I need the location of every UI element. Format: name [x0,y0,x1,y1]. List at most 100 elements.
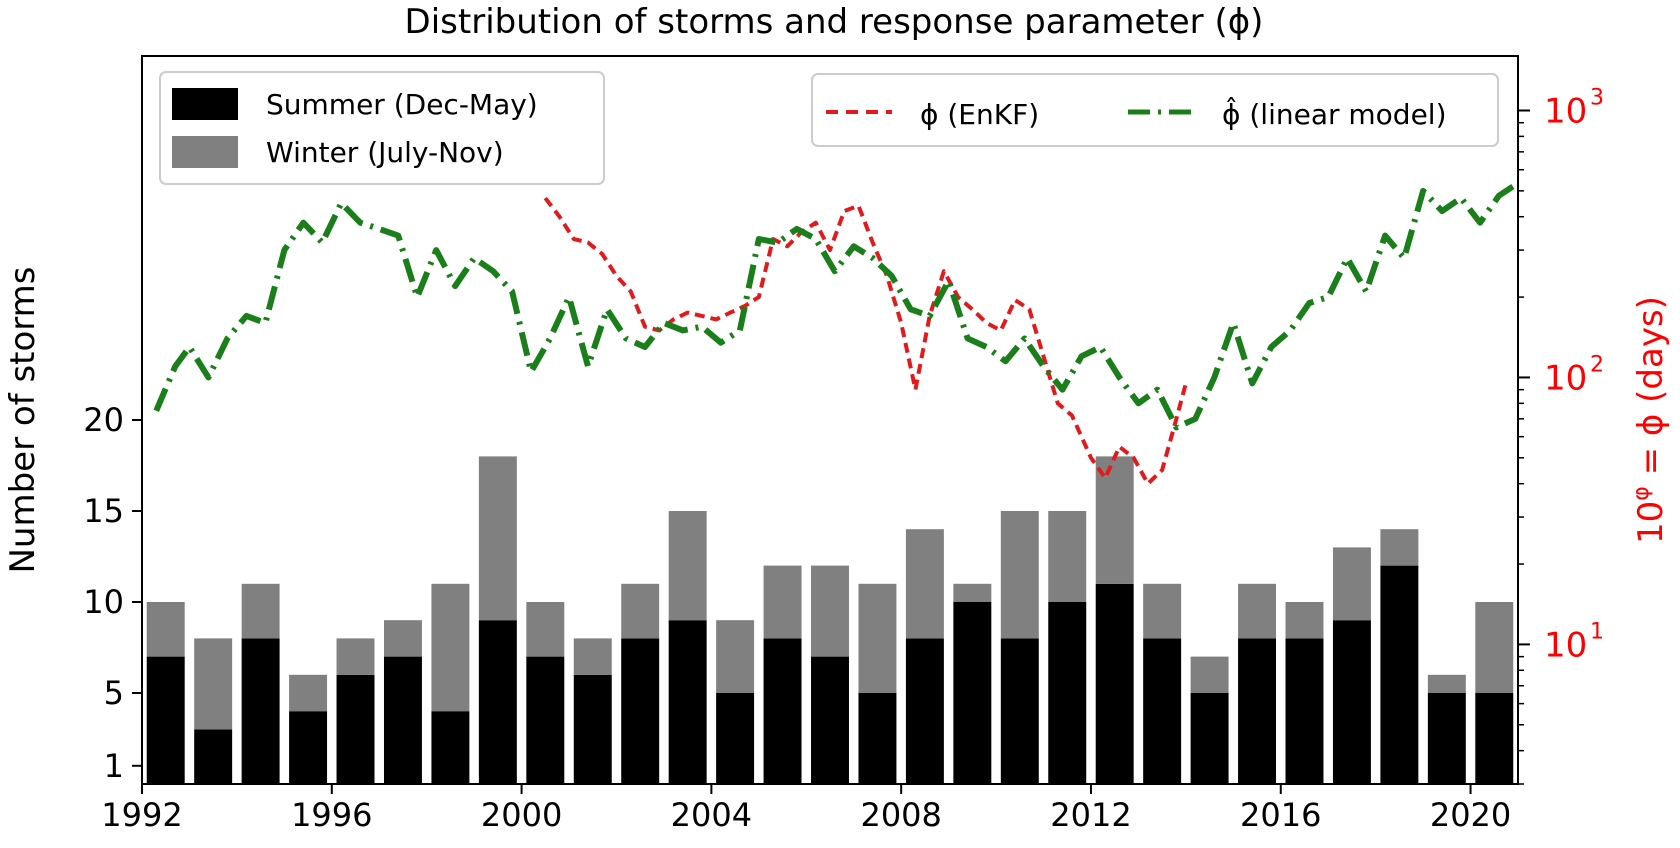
legend-enkf-label: ϕ (EnKF) [920,98,1039,131]
bar-winter-2012 [1095,456,1134,584]
bar-summer-2006 [811,656,849,784]
bar-winter-2000 [526,602,565,657]
bar-summer-1993 [194,729,233,784]
bar-summer-1995 [289,711,328,784]
y-axis-label: Number of storms [3,266,43,573]
x-tick-label-1992: 1992 [101,796,182,834]
legend-left: Summer (Dec-May) Winter (July-Nov) [159,71,605,185]
bar-summer-2009 [953,602,992,784]
x-tick-label-1996: 1996 [291,796,372,834]
lines-layer [153,183,1515,486]
x-tick-label-2020: 2020 [1430,796,1511,834]
legend-left-box [159,71,605,185]
bar-winter-2001 [573,638,612,675]
x-tick-label-2012: 2012 [1050,796,1131,834]
bar-summer-2012 [1095,583,1134,784]
bar-summer-1998 [431,711,470,784]
y2-label-superscript: φ [1629,486,1654,501]
bar-winter-2003 [668,511,707,621]
legend-summer-label: Summer (Dec-May) [266,88,538,121]
legend-right: ϕ (EnKF) ϕ̂ (linear model) [811,73,1499,147]
bar-winter-2008 [905,529,944,639]
bar-winter-2020 [1475,602,1514,693]
bar-summer-2015 [1238,638,1277,784]
bar-summer-1997 [383,656,422,784]
y2-tick-label-3: 10 [1544,91,1587,131]
bar-summer-2014 [1190,693,1229,784]
bar-winter-1993 [194,638,233,730]
bar-summer-2011 [1048,602,1087,784]
bar-summer-2010 [1000,638,1039,784]
bar-winter-2011 [1048,511,1087,602]
bar-summer-2007 [858,693,897,784]
bar-summer-2019 [1427,693,1466,784]
bar-winter-1996 [336,638,375,675]
y2-tick-label-2: 10 [1544,358,1587,398]
bar-summer-2004 [716,693,755,784]
bar-winter-1998 [431,583,470,712]
x-tick-label-2004: 2004 [671,796,752,834]
bar-summer-2018 [1380,565,1419,784]
bar-winter-2006 [811,565,849,657]
bar-winter-2013 [1143,583,1182,639]
y2-tick-exponent-1: 1 [1590,619,1604,644]
bar-winter-2007 [858,583,897,693]
x-tick-label-2000: 2000 [481,796,562,834]
bar-winter-2018 [1380,529,1419,566]
legend-winter-swatch [172,136,238,168]
bar-winter-1992 [146,602,185,657]
bar-summer-2001 [573,674,612,784]
bar-summer-2003 [668,620,707,784]
y2-tick-exponent-2: 2 [1590,352,1604,377]
bars-layer [146,456,1514,784]
bar-winter-1994 [241,583,280,639]
y-tick-label-5: 5 [104,674,124,712]
bar-winter-2009 [953,583,992,602]
bar-summer-1999 [478,620,517,784]
y2-axis-label: 10φ = ϕ (days) [1629,296,1671,544]
bar-winter-1999 [478,456,517,621]
x-tick-label-2008: 2008 [860,796,941,834]
line-series-1 [153,183,1515,431]
x-axis: 1992 1996 2000 2004 2008 2012 2016 2020 [101,784,1511,834]
bar-summer-2020 [1475,693,1514,784]
bar-summer-2016 [1285,638,1324,784]
bar-summer-2013 [1143,638,1182,784]
y2-label-tail: = ϕ (days) [1631,296,1671,486]
bar-winter-2004 [716,620,755,693]
y-tick-label-1: 1 [104,747,124,785]
bar-winter-2016 [1285,602,1324,639]
legend-winter-label: Winter (July-Nov) [266,136,504,169]
y-tick-label-10: 10 [83,583,124,621]
y2-tick-exponent-3: 3 [1590,85,1604,110]
bar-winter-1997 [383,620,422,657]
bar-summer-1992 [146,656,185,784]
bar-winter-2019 [1427,674,1466,693]
bar-winter-2014 [1190,656,1229,693]
bar-winter-2005 [763,565,802,639]
y-tick-label-20: 20 [83,401,124,439]
bar-summer-1994 [241,638,280,784]
x-tick-label-2016: 2016 [1240,796,1321,834]
line-series-0 [543,196,1188,486]
bar-summer-1996 [336,674,375,784]
legend-linear-label: ϕ̂ (linear model) [1222,95,1447,131]
bar-winter-1995 [289,674,328,712]
chart-title: Distribution of storms and response para… [405,2,1264,42]
y2-label-base: 10 [1631,501,1671,544]
bar-winter-2002 [621,583,660,639]
bar-winter-2010 [1000,511,1039,639]
bar-summer-2008 [905,638,944,784]
legend-right-box [811,73,1499,147]
bar-winter-2017 [1332,547,1371,621]
y-tick-label-15: 15 [83,492,124,530]
bar-summer-2005 [763,638,802,784]
bar-summer-2017 [1332,620,1371,784]
legend-summer-swatch [172,88,238,120]
bar-summer-2000 [526,656,565,784]
y2-tick-label-1: 10 [1544,625,1587,665]
bar-summer-2002 [621,638,660,784]
